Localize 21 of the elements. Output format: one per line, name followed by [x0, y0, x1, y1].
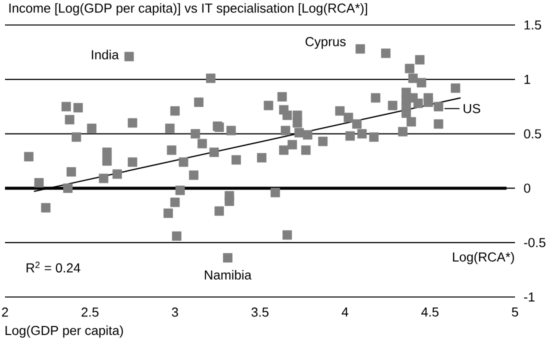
y-tick-label: 1	[524, 74, 530, 84]
x-tick-label: 4.5	[421, 308, 438, 317]
y-tick-label: 0.5	[524, 129, 542, 138]
x-tick-label: 4	[342, 308, 348, 316]
x-axis-title: Log(GDP per capita)	[6, 326, 123, 338]
x-tick-label: 3	[172, 308, 178, 317]
y-axis-title: Log(RCA*)	[453, 252, 514, 264]
y-tick-label: -1	[524, 292, 534, 302]
y-tick-label: -0.5	[524, 238, 546, 248]
annotation: US	[464, 104, 480, 114]
x-tick-label: 2	[2, 308, 8, 317]
annotation: R$^{2}$ = 0.24	[26, 262, 80, 272]
chart-title: Income [Log(GDP per capita)] vs IT specialisation [Log(RCA*)]	[9, 3, 368, 16]
annotation: India	[92, 50, 119, 60]
annotation: Namibia	[204, 270, 252, 280]
x-tick-label: 3.5	[251, 308, 268, 317]
y-tick-label: 1.5	[524, 20, 542, 30]
annotation: Cyprus	[306, 37, 346, 49]
x-tick-label: 2.5	[82, 308, 98, 317]
x-tick-label: 5	[512, 308, 518, 317]
y-tick-label: 0	[524, 184, 530, 193]
